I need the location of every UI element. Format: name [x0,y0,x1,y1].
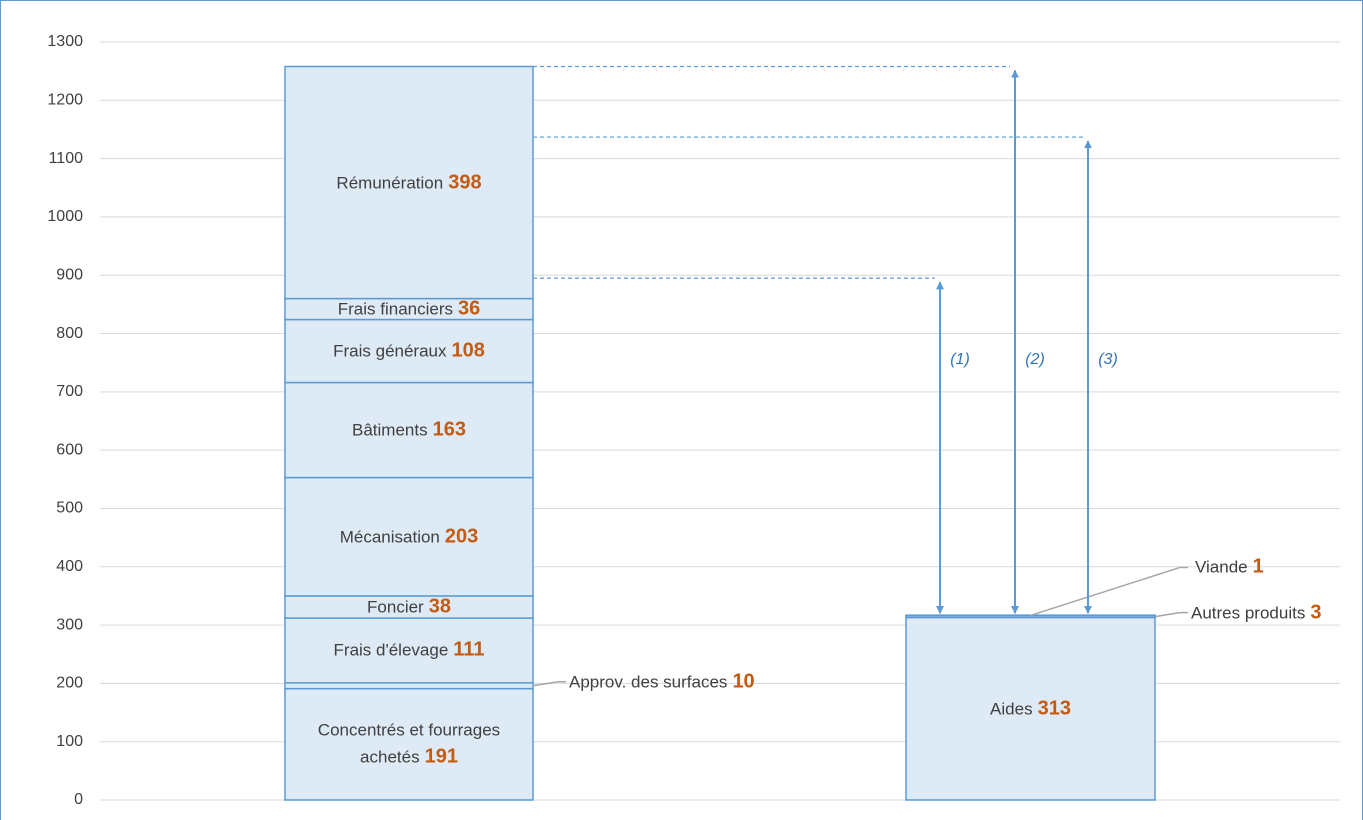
segment-name: Concentrés et fourrages achetés [317,720,501,767]
bar-segment [284,65,534,300]
y-tick-label: 100 [56,733,83,750]
segment-name: Frais d'élevage [333,640,449,660]
segment-value: 10 [732,670,755,693]
annotation-label: (3) [1098,351,1118,368]
bar-segment [284,318,534,384]
bar-segment [284,617,534,684]
annotation-label: (1) [950,351,970,368]
segment-label: Frais d'élevage 111 [285,637,533,664]
segment-name: Viande [1195,557,1248,577]
y-tick-label: 800 [56,325,83,342]
segment-label: Concentrés et fourrages achetés 191 [285,718,533,771]
segment-name: Aides [990,699,1033,719]
segment-label: Mécanisation 203 [285,523,533,550]
segment-label: Frais généraux 108 [285,338,533,365]
y-tick-label: 900 [56,266,83,283]
bar-segment [905,616,1156,801]
y-tick-label: 300 [56,616,83,633]
y-tick-label: 1300 [47,33,83,50]
y-tick-label: 600 [56,441,83,458]
bar-segment [284,381,534,479]
segment-label: Frais financiers 36 [285,296,533,323]
segment-label: Bâtiments 163 [285,417,533,444]
segment-value: 191 [424,745,458,768]
segment-name: Frais financiers [337,299,453,319]
segment-name: Bâtiments [352,420,428,440]
segment-value: 398 [448,171,482,194]
y-tick-label: 400 [56,558,83,575]
segment-value: 203 [444,525,479,548]
leader-line [1030,566,1181,617]
segment-value: 108 [451,339,485,362]
segment-name: Rémunération [336,173,444,193]
y-tick-label: 1200 [47,92,83,109]
segment-label: Approv. des surfaces 10 [569,670,755,693]
annotation-label: (2) [1025,351,1045,368]
segment-value: 163 [432,418,466,441]
y-tick-label: 200 [56,675,83,692]
segment-name: Frais généraux [333,341,447,361]
segment-name: Foncier [367,597,424,617]
segment-value: 3 [1310,601,1322,624]
y-tick-label: 0 [74,791,83,808]
leader-line [532,680,559,687]
y-tick-label: 1000 [47,208,83,225]
segment-value: 36 [458,297,481,320]
segment-value: 313 [1037,697,1071,720]
segment-name: Approv. des surfaces [569,672,728,692]
bar-segment [284,476,534,597]
segment-value: 1 [1252,555,1264,578]
segment-label: Rémunération 398 [285,169,533,196]
segment-label: Viande 1 [1195,556,1264,579]
leader-line [1154,611,1181,618]
segment-label: Foncier 38 [285,594,533,621]
y-tick-label: 1100 [49,150,84,167]
segment-value: 111 [453,638,485,661]
segment-label: Autres produits 3 [1191,601,1321,624]
segment-name: Autres produits [1191,603,1306,623]
y-tick-label: 700 [56,383,83,400]
segment-value: 38 [428,595,451,618]
bar-segment [284,687,534,801]
y-tick-label: 500 [56,500,83,517]
bar-segment [284,682,534,690]
segment-label: Aides 313 [906,695,1155,722]
segment-name: Mécanisation [339,527,440,547]
